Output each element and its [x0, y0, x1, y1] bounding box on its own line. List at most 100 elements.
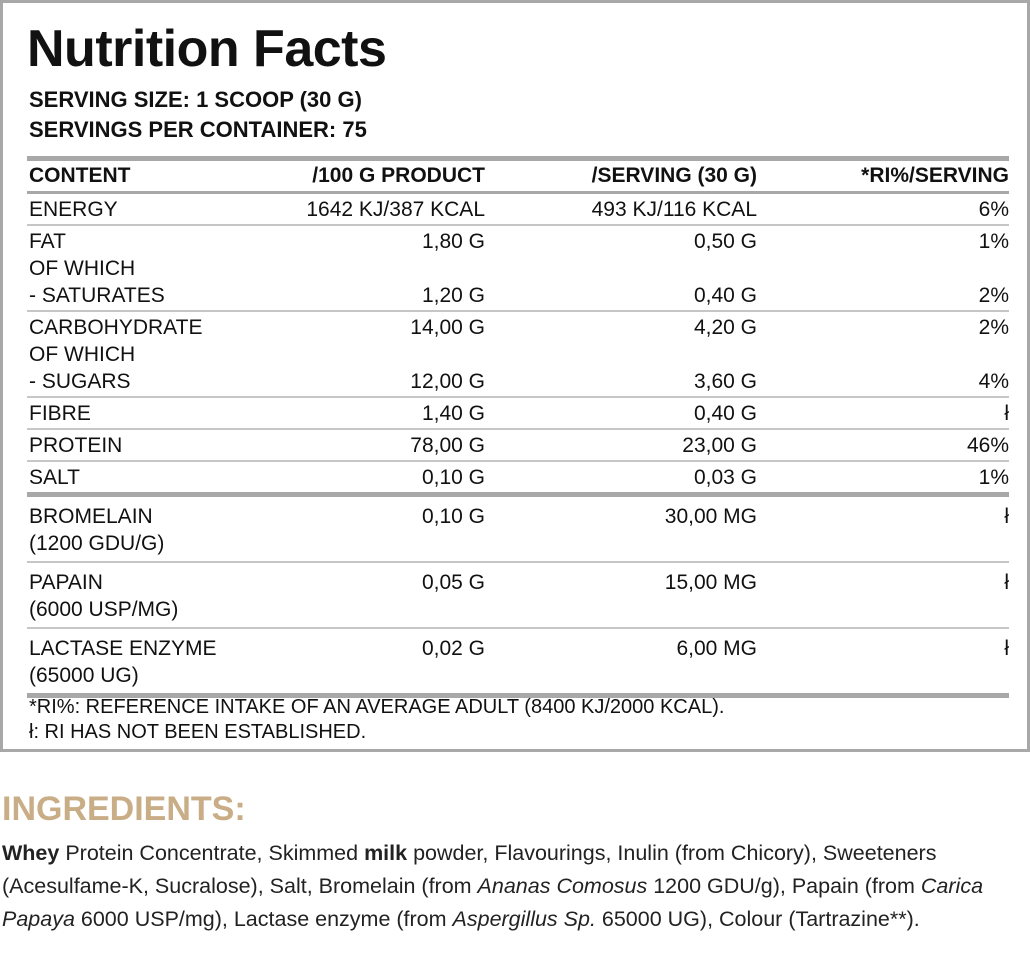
content-cell: (6000 USP/MG)	[29, 598, 179, 621]
value-cell: 6,00 MG	[676, 637, 757, 660]
value-cell: 0,40 G	[693, 284, 757, 307]
serving-size: SERVING SIZE: 1 SCOOP (30 G)	[29, 87, 362, 112]
value-cell: 1%	[978, 466, 1009, 489]
content-cell: OF WHICH	[29, 257, 136, 280]
row-line: OF WHICH	[27, 341, 1009, 368]
content-cell: SALT	[29, 466, 80, 489]
table-row: PAPAIN 0,05 G 15,00 MG ł (6000 USP/MG)	[27, 563, 1009, 629]
nutrition-label: Nutrition Facts SERVING SIZE: 1 SCOOP (3…	[0, 0, 1030, 752]
value-cell: 6%	[978, 198, 1009, 221]
ingredient-text: 1200 GDU/g), Papain (from	[647, 874, 921, 898]
footnotes: *RI%: REFERENCE INTAKE OF AN AVERAGE ADU…	[29, 695, 724, 745]
title: Nutrition Facts	[27, 20, 387, 78]
ingredients-text: Whey Protein Concentrate, Skimmed milk p…	[2, 837, 1028, 936]
value-cell: 3,60 G	[693, 370, 757, 393]
ingredient-text: 6000 USP/mg), Lactase enzyme (from	[74, 907, 453, 931]
value-cell: 0,10 G	[421, 466, 485, 489]
row-line: OF WHICH	[27, 255, 1009, 282]
ingredient-text: 65000 UG), Colour (Tartrazine**).	[595, 907, 920, 931]
footnote: ł: RI HAS NOT BEEN ESTABLISHED.	[29, 721, 367, 743]
table-row: BROMELAIN 0,10 G 30,00 MG ł (1200 GDU/G)	[27, 497, 1009, 563]
content-cell: FAT	[29, 230, 66, 253]
table-row: CARBOHYDRATE 14,00 G 4,20 G 2% OF WHICH - SUG…	[27, 312, 1009, 398]
ingredient-text: Aspergillus Sp.	[452, 907, 596, 931]
row-line: (1200 GDU/G)	[27, 530, 1009, 557]
row-line: CARBOHYDRATE 14,00 G 4,20 G 2%	[27, 314, 1009, 341]
servings-per-container: SERVINGS PER CONTAINER: 75	[29, 117, 367, 142]
value-cell: 78,00 G	[410, 434, 485, 457]
header-cell: /SERVING (30 G)	[591, 164, 757, 187]
value-cell: 1,80 G	[421, 230, 485, 253]
content-cell: - SATURATES	[29, 284, 165, 307]
value-cell: 0,05 G	[421, 571, 485, 594]
content-cell: (65000 UG)	[29, 664, 139, 687]
content-cell: - SUGARS	[29, 370, 131, 393]
ingredient-text: powder, Flavourings, Inulin (from Chicor…	[2, 841, 937, 898]
ingredient-text: milk	[364, 841, 408, 865]
content-cell: PAPAIN	[29, 571, 103, 594]
value-cell: ł	[1004, 571, 1009, 594]
table-row: SALT 0,10 G 0,03 G 1%	[27, 462, 1009, 492]
content-cell: OF WHICH	[29, 343, 136, 366]
ingredients-heading: INGREDIENTS:	[2, 790, 246, 828]
value-cell: 0,40 G	[693, 402, 757, 425]
row-line: (6000 USP/MG)	[27, 596, 1009, 623]
value-cell: 1,40 G	[421, 402, 485, 425]
value-cell: ł	[1004, 402, 1009, 425]
value-cell: 493 KJ/116 KCAL	[591, 198, 757, 221]
content-cell: FIBRE	[29, 402, 91, 425]
table-header: CONTENT/100 G PRODUCT/SERVING (30 G) *RI%…	[27, 161, 1009, 194]
value-cell: 2%	[978, 284, 1009, 307]
row-line: BROMELAIN 0,10 G 30,00 MG ł	[27, 503, 1009, 530]
table-row: ENERGY 1642 KJ/387 KCAL 493 KJ/116 KCAL 6%	[27, 194, 1009, 226]
footnote: *RI%: REFERENCE INTAKE OF AN AVERAGE ADU…	[29, 696, 725, 718]
value-cell: 1,20 G	[421, 284, 485, 307]
row-line: (65000 UG)	[27, 662, 1009, 689]
ingredient-text: Whey	[2, 841, 60, 865]
row-line: PROTEIN 78,00 G 23,00 G 46%	[27, 432, 1009, 459]
value-cell: 4,20 G	[693, 316, 757, 339]
table-row: FIBRE 1,40 G 0,40 G ł	[27, 398, 1009, 430]
value-cell: 30,00 MG	[664, 505, 757, 528]
row-line: ENERGY 1642 KJ/387 KCAL 493 KJ/116 KCAL 6%	[27, 196, 1009, 223]
value-cell: 0,10 G	[421, 505, 485, 528]
row-line: LACTASE ENZYME 0,02 G 6,00 MG ł	[27, 635, 1009, 662]
row-line: - SUGARS 12,00 G 3,60 G 4%	[27, 368, 1009, 395]
content-cell: CARBOHYDRATE	[29, 316, 203, 339]
header-cell: /100 G PRODUCT	[312, 164, 485, 187]
content-cell: BROMELAIN	[29, 505, 153, 528]
row-line: PAPAIN 0,05 G 15,00 MG ł	[27, 569, 1009, 596]
value-cell: ł	[1004, 637, 1009, 660]
value-cell: 2%	[978, 316, 1009, 339]
value-cell: 4%	[978, 370, 1009, 393]
row-line: - SATURATES 1,20 G 0,40 G 2%	[27, 282, 1009, 309]
row-line: FAT 1,80 G 0,50 G 1%	[27, 228, 1009, 255]
table-section: ENERGY 1642 KJ/387 KCAL 493 KJ/116 KCAL 6% F…	[27, 194, 1009, 497]
value-cell: 46%	[966, 434, 1009, 457]
row-line: SALT 0,10 G 0,03 G 1%	[27, 464, 1009, 491]
header-cell: CONTENT	[29, 164, 131, 187]
value-cell: 23,00 G	[682, 434, 757, 457]
table-row: FAT 1,80 G 0,50 G 1% OF WHICH - SATURATES 1,20…	[27, 226, 1009, 312]
value-cell: 12,00 G	[410, 370, 485, 393]
content-cell: LACTASE ENZYME	[29, 637, 217, 660]
content-cell: PROTEIN	[29, 434, 123, 457]
content-cell: (1200 GDU/G)	[29, 532, 165, 555]
table-section: BROMELAIN 0,10 G 30,00 MG ł (1200 GDU/G) PAPA…	[27, 497, 1009, 698]
nutrition-table: CONTENT/100 G PRODUCT/SERVING (30 G) *RI%…	[27, 156, 1009, 698]
table-row: LACTASE ENZYME 0,02 G 6,00 MG ł (65000 UG)	[27, 629, 1009, 693]
value-cell: 15,00 MG	[664, 571, 757, 594]
row-line: FIBRE 1,40 G 0,40 G ł	[27, 400, 1009, 427]
value-cell: ł	[1004, 505, 1009, 528]
value-cell: 0,02 G	[421, 637, 485, 660]
ingredient-text: Carica Papaya	[2, 874, 984, 931]
value-cell: 0,03 G	[693, 466, 757, 489]
value-cell: 1642 KJ/387 KCAL	[306, 198, 485, 221]
value-cell: 1%	[978, 230, 1009, 253]
ingredient-text: Ananas Comosus	[477, 874, 648, 898]
ingredient-text: Protein Concentrate, Skimmed	[59, 841, 365, 865]
value-cell: 0,50 G	[693, 230, 757, 253]
header-cell: *RI%/SERVING	[861, 164, 1009, 187]
value-cell: 14,00 G	[410, 316, 485, 339]
